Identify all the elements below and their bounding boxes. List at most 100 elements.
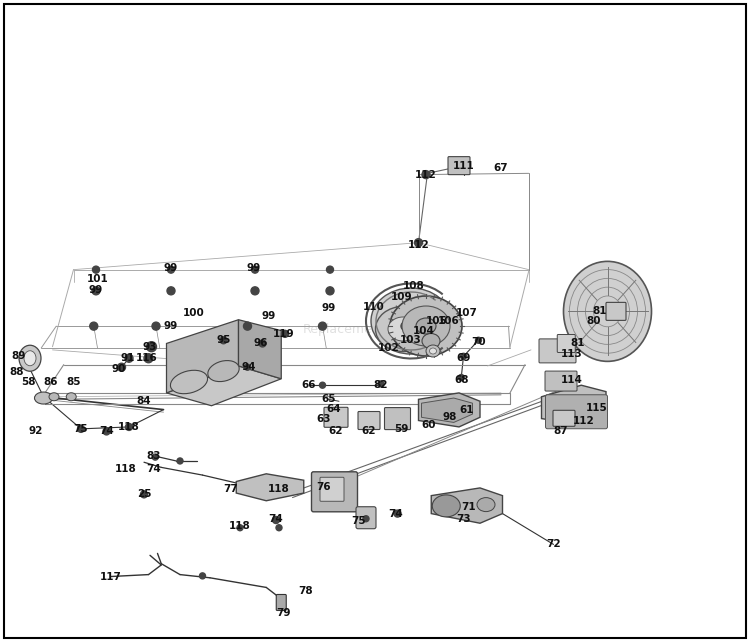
Ellipse shape	[371, 288, 451, 354]
Text: 95: 95	[216, 335, 231, 345]
Text: 81: 81	[570, 338, 585, 349]
Circle shape	[92, 266, 100, 273]
FancyBboxPatch shape	[606, 302, 626, 320]
Text: 78: 78	[298, 586, 314, 596]
Ellipse shape	[426, 345, 440, 357]
Ellipse shape	[432, 495, 460, 517]
Text: 75: 75	[74, 424, 88, 434]
Text: 119: 119	[273, 329, 294, 339]
Text: 108: 108	[404, 281, 424, 291]
Text: 71: 71	[461, 502, 476, 512]
Circle shape	[103, 428, 110, 435]
Circle shape	[276, 525, 282, 531]
Ellipse shape	[34, 392, 53, 404]
Text: 99: 99	[164, 263, 178, 273]
Circle shape	[319, 322, 326, 330]
Ellipse shape	[66, 393, 76, 401]
Circle shape	[167, 266, 175, 273]
Ellipse shape	[170, 370, 208, 394]
Text: 111: 111	[452, 160, 474, 171]
Text: 118: 118	[118, 422, 140, 432]
Circle shape	[244, 322, 251, 330]
Circle shape	[200, 573, 206, 579]
Circle shape	[401, 322, 409, 330]
Ellipse shape	[422, 333, 440, 349]
Text: 93: 93	[142, 342, 158, 352]
Circle shape	[167, 287, 175, 295]
Text: 100: 100	[183, 308, 204, 318]
Text: 82: 82	[374, 380, 388, 390]
Text: 110: 110	[363, 302, 384, 312]
Text: 62: 62	[328, 426, 344, 437]
Text: 25: 25	[136, 489, 152, 499]
Circle shape	[458, 374, 464, 381]
Circle shape	[140, 491, 148, 498]
Circle shape	[220, 337, 227, 343]
Text: 101: 101	[86, 274, 108, 284]
Ellipse shape	[430, 348, 436, 354]
Circle shape	[125, 354, 133, 362]
Text: 84: 84	[136, 396, 152, 406]
Text: 62: 62	[362, 426, 376, 437]
Text: 79: 79	[276, 608, 291, 618]
Circle shape	[152, 322, 160, 330]
FancyBboxPatch shape	[358, 412, 380, 429]
Circle shape	[326, 266, 334, 273]
FancyBboxPatch shape	[356, 507, 376, 529]
Circle shape	[177, 458, 183, 464]
Circle shape	[398, 415, 404, 422]
Text: 99: 99	[246, 263, 261, 273]
Ellipse shape	[416, 318, 436, 334]
Text: 115: 115	[585, 403, 608, 413]
Text: 99: 99	[321, 303, 336, 313]
Circle shape	[333, 414, 339, 421]
Text: 116: 116	[135, 353, 158, 363]
Circle shape	[272, 517, 280, 523]
Text: 87: 87	[554, 426, 568, 437]
Text: 77: 77	[224, 484, 238, 494]
Text: 99: 99	[88, 285, 103, 295]
Circle shape	[366, 417, 372, 424]
Text: 66: 66	[302, 380, 316, 390]
Text: 99: 99	[261, 311, 276, 321]
Circle shape	[326, 287, 334, 295]
Ellipse shape	[477, 498, 495, 512]
Polygon shape	[238, 320, 281, 379]
Circle shape	[251, 266, 259, 273]
Text: 86: 86	[44, 377, 58, 387]
Text: 118: 118	[116, 464, 136, 474]
Circle shape	[476, 337, 482, 343]
Text: 114: 114	[560, 375, 583, 385]
Text: 105: 105	[425, 316, 447, 326]
Polygon shape	[419, 393, 480, 427]
Ellipse shape	[19, 345, 41, 371]
Circle shape	[146, 342, 157, 352]
Text: 75: 75	[351, 516, 366, 526]
Polygon shape	[431, 488, 502, 523]
Text: 99: 99	[164, 321, 178, 331]
Text: 67: 67	[494, 163, 508, 173]
Circle shape	[251, 287, 259, 295]
Text: 109: 109	[391, 291, 412, 302]
Text: 74: 74	[388, 508, 404, 519]
Text: 91: 91	[120, 353, 135, 363]
Ellipse shape	[388, 317, 418, 341]
Ellipse shape	[24, 351, 36, 366]
Ellipse shape	[390, 296, 462, 356]
Circle shape	[460, 353, 466, 360]
Text: 98: 98	[442, 412, 458, 422]
Text: 112: 112	[408, 240, 429, 250]
Ellipse shape	[49, 393, 59, 401]
Circle shape	[92, 287, 100, 295]
Text: 104: 104	[413, 325, 435, 336]
Text: 80: 80	[586, 316, 602, 326]
Polygon shape	[166, 320, 238, 393]
Text: 73: 73	[456, 514, 471, 524]
Text: 59: 59	[394, 424, 409, 434]
Circle shape	[320, 382, 326, 388]
Text: 117: 117	[100, 571, 122, 582]
Circle shape	[415, 239, 422, 247]
Ellipse shape	[208, 361, 239, 381]
Circle shape	[237, 525, 243, 531]
FancyBboxPatch shape	[448, 157, 470, 175]
